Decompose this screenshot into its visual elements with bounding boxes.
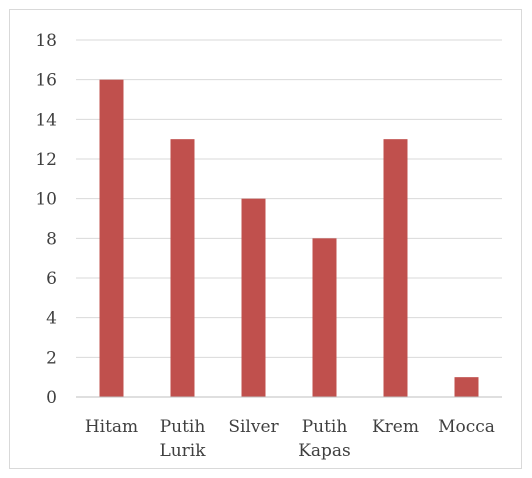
x-tick-label: Lurik — [159, 441, 206, 461]
x-tick-label: Silver — [228, 417, 279, 437]
gridlines — [76, 39, 502, 358]
y-tick-label: 6 — [46, 269, 57, 289]
x-tick-label: Putih — [302, 417, 348, 437]
bar — [170, 139, 195, 397]
bars — [99, 79, 479, 398]
y-tick-label: 2 — [46, 348, 57, 368]
x-tick-labels: Hitam Putih Lurik Silver Putih Kapas Krem Mocca — [85, 417, 495, 461]
bar — [312, 238, 337, 397]
y-tick-label: 12 — [35, 150, 57, 170]
y-tick-label: 14 — [35, 110, 57, 130]
x-tick-label: Hitam — [85, 417, 138, 437]
y-tick-label: 4 — [46, 309, 57, 329]
bar — [383, 139, 408, 397]
y-tick-label: 0 — [46, 388, 57, 408]
bar — [241, 198, 266, 397]
y-tick-label: 16 — [35, 71, 57, 91]
bar — [454, 377, 479, 397]
x-tick-label: Putih — [160, 417, 206, 437]
y-tick-label: 10 — [35, 190, 57, 210]
y-tick-label: 8 — [46, 229, 57, 249]
y-tick-labels: 0 2 4 6 8 10 12 14 16 18 — [35, 31, 57, 408]
x-tick-label: Mocca — [438, 417, 495, 437]
x-tick-label: Krem — [372, 417, 419, 437]
x-tick-label: Kapas — [298, 441, 351, 461]
bar — [99, 79, 124, 398]
y-tick-label: 18 — [35, 31, 57, 51]
